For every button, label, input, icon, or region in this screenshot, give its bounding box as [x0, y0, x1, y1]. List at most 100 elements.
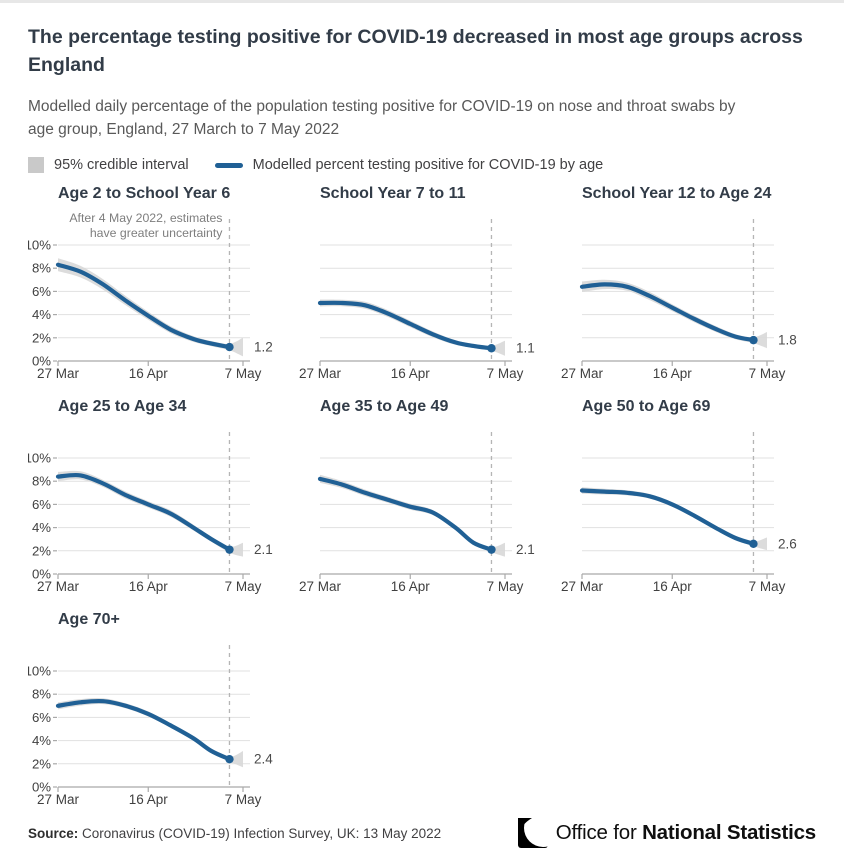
chart-plot: 0% 2% 4% 6% 8% 10% 27 Mar 16 Apr 7 May 2.1 [25, 432, 273, 594]
chart-panel-title: School Year 7 to 11 [320, 185, 466, 203]
x-tick-label: 27 Mar [561, 366, 604, 381]
x-tick-label: 7 May [749, 366, 786, 381]
charts-grid: Age 2 to School Year 6 0% 2% 4% 6% 8% 10% 27 Ma… [25, 185, 816, 814]
legend: 95% credible interval Modelled percent t… [28, 157, 816, 174]
ons-logo: Office for National Statistics [517, 818, 816, 849]
chart-cell: Age 35 to Age 49 27 Mar 16 Apr 7 May 2.1 [290, 398, 552, 601]
modelled-line-swatch-icon [214, 162, 243, 168]
legend-line-label: Modelled percent testing positive for CO… [252, 157, 604, 174]
y-tick-label: 4% [32, 733, 51, 748]
chart-plot: 0% 2% 4% 6% 8% 10% 27 Mar 16 Apr 7 May After 4 Ma… [25, 211, 273, 381]
y-tick-label: 10% [28, 664, 51, 679]
chart-plot: 27 Mar 16 Apr 7 May 1.1 [299, 219, 535, 381]
y-tick-label: 2% [32, 756, 51, 771]
y-tick-label: 6% [32, 497, 51, 512]
end-point-dot [487, 344, 496, 353]
chart-cell: Age 50 to Age 69 27 Mar 16 Apr 7 May 2.6 [552, 398, 814, 601]
ons-logo-text: Office for National Statistics [556, 821, 816, 845]
x-tick-label: 7 May [749, 579, 786, 594]
x-tick-label: 16 Apr [129, 579, 169, 594]
chart-panel-title: Age 2 to School Year 6 [58, 185, 231, 203]
model-line [579, 282, 756, 343]
annotation-text: After 4 May 2022, estimates [69, 211, 222, 225]
chart-panel-title: Age 35 to Age 49 [320, 398, 449, 416]
x-tick-label: 7 May [225, 366, 262, 381]
x-tick-label: 27 Mar [37, 366, 80, 381]
x-tick-label: 16 Apr [391, 366, 431, 381]
chart-panel-title: School Year 12 to Age 24 [582, 185, 772, 203]
model-line [317, 300, 494, 351]
y-tick-label: 6% [32, 710, 51, 725]
y-tick-label: 10% [28, 451, 51, 466]
chart-plot: 27 Mar 16 Apr 7 May 1.8 [561, 219, 797, 381]
chart-panel-title: Age 25 to Age 34 [58, 398, 187, 416]
end-value-label: 2.1 [516, 542, 535, 557]
chart-plot: 27 Mar 16 Apr 7 May 2.6 [561, 432, 797, 594]
y-tick-label: 4% [32, 520, 51, 535]
y-tick-label: 0% [32, 567, 51, 582]
y-tick-label: 8% [32, 687, 51, 702]
x-tick-label: 16 Apr [129, 792, 169, 807]
y-tick-label: 0% [32, 354, 51, 369]
end-value-label: 1.1 [516, 341, 535, 356]
chart-cell: School Year 12 to Age 24 27 Mar 16 Apr 7 Ma… [552, 185, 814, 388]
end-value-label: 2.4 [254, 752, 273, 767]
legend-item-credible-interval: 95% credible interval [28, 157, 189, 174]
x-tick-label: 7 May [487, 579, 524, 594]
ons-logo-icon [517, 818, 548, 849]
end-value-label: 2.1 [254, 542, 273, 557]
x-tick-label: 16 Apr [653, 579, 693, 594]
source-text: Coronavirus (COVID-19) Infection Survey,… [78, 825, 442, 841]
y-tick-label: 10% [28, 238, 51, 253]
y-tick-label: 6% [32, 284, 51, 299]
x-tick-label: 7 May [487, 366, 524, 381]
y-tick-label: 2% [32, 330, 51, 345]
model-line [55, 262, 232, 350]
chart-plot: 0% 2% 4% 6% 8% 10% 27 Mar 16 Apr 7 May 2.4 [25, 645, 273, 807]
chart-cell: Age 25 to Age 34 0% 2% 4% 6% 8% 10% 27 Mar 16 Ap… [25, 398, 290, 601]
page-title: The percentage testing positive for COVI… [28, 26, 803, 77]
y-tick-label: 0% [32, 780, 51, 795]
credible-interval-swatch-icon [28, 157, 44, 174]
chart-plot: 27 Mar 16 Apr 7 May 2.1 [299, 432, 535, 594]
chart-cell: School Year 7 to 11 27 Mar 16 Apr 7 May 1.1 [290, 185, 552, 388]
end-point-dot [487, 545, 496, 554]
y-tick-label: 8% [32, 474, 51, 489]
end-point-dot [749, 539, 758, 549]
source-note: Source: Coronavirus (COVID-19) Infection… [28, 826, 441, 841]
chart-panel-title: Age 50 to Age 69 [582, 398, 711, 416]
legend-ci-label: 95% credible interval [54, 157, 189, 174]
end-value-label: 2.6 [778, 536, 797, 551]
end-point-dot [749, 335, 758, 345]
annotation-text: have greater uncertainty [90, 226, 223, 240]
y-tick-label: 8% [32, 261, 51, 276]
chart-panel-title: Age 70+ [58, 611, 120, 629]
footer: Source: Coronavirus (COVID-19) Infection… [28, 818, 816, 849]
x-tick-label: 16 Apr [653, 366, 693, 381]
chart-subtitle: Modelled daily percentage of the populat… [28, 97, 736, 138]
ci-band [58, 698, 243, 768]
x-tick-label: 16 Apr [129, 366, 169, 381]
x-tick-label: 27 Mar [37, 792, 80, 807]
end-point-dot [225, 545, 234, 554]
x-tick-label: 16 Apr [391, 579, 431, 594]
y-tick-label: 4% [32, 307, 51, 322]
x-tick-label: 27 Mar [299, 579, 342, 594]
x-tick-label: 7 May [225, 579, 262, 594]
model-line [55, 472, 232, 552]
model-line [317, 476, 494, 552]
end-value-label: 1.8 [778, 333, 797, 348]
x-tick-label: 27 Mar [299, 366, 342, 381]
model-line [579, 488, 756, 546]
chart-cell: Age 2 to School Year 6 0% 2% 4% 6% 8% 10% 27 Ma… [25, 185, 290, 388]
legend-item-modelled-line: Modelled percent testing positive for CO… [214, 157, 604, 174]
logo-office-for: Office for [555, 821, 643, 845]
source-label: Source: [28, 825, 79, 841]
y-tick-label: 2% [32, 543, 51, 558]
chart-cell: Age 70+ 0% 2% 4% 6% 8% 10% 27 Mar 16 Apr 7 May 2.4 [25, 611, 290, 814]
x-tick-label: 27 Mar [561, 579, 604, 594]
logo-national-statistics: National Statistics [642, 821, 816, 845]
end-point-dot [225, 754, 234, 764]
model-line [55, 698, 232, 762]
